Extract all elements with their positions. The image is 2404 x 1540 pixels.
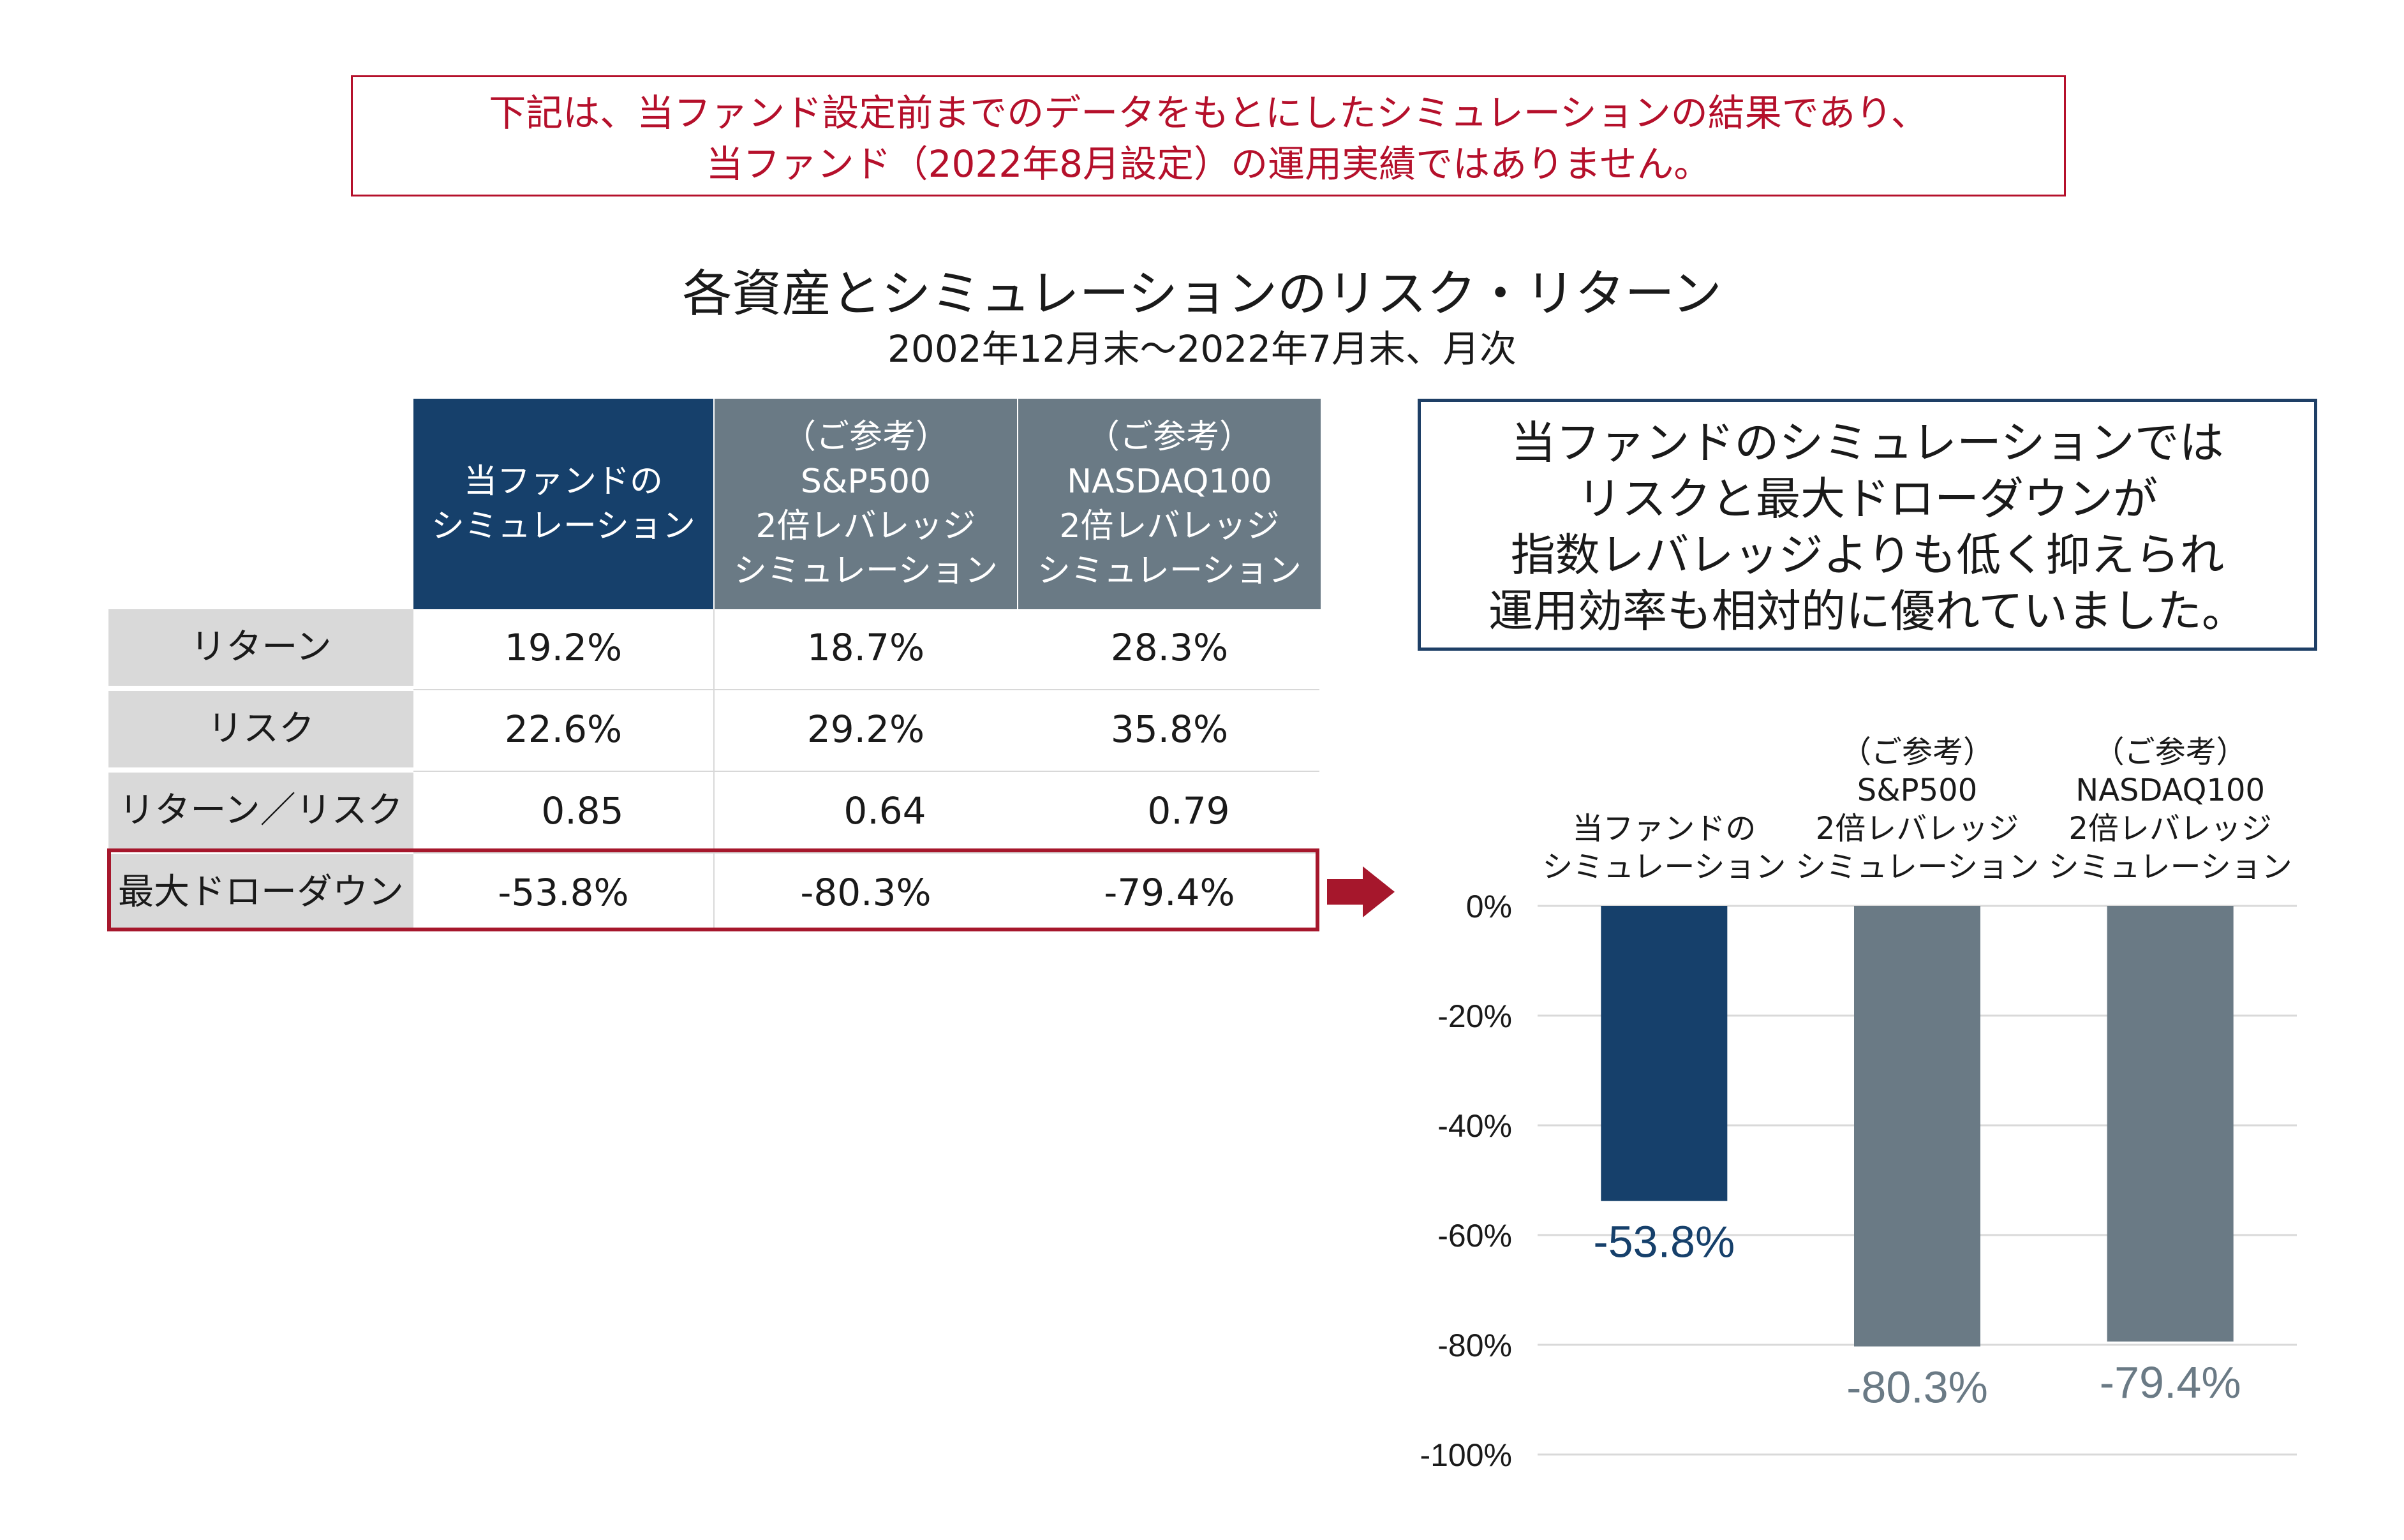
drawdown-highlight-box — [107, 848, 1319, 931]
table-header-fund: 当ファンドの シミュレーション — [413, 399, 713, 609]
bar — [1601, 906, 1728, 1201]
y-tick-label: -20% — [1437, 998, 1512, 1034]
row-label-max-drawdown: 最大ドローダウン — [108, 854, 413, 931]
table-divider — [713, 609, 715, 931]
disclaimer-line-2: 当ファンド（2022年8月設定）の運用実績ではありません。 — [706, 142, 1711, 186]
bar — [2107, 906, 2234, 1342]
category-label: NASDAQ100 — [2075, 773, 2265, 808]
data-label: -53.8% — [1593, 1217, 1735, 1267]
disclaimer-box: 下記は、当ファンド設定前までのデータをもとにしたシミュレーションの結果であり、 … — [351, 75, 2066, 196]
data-label: -79.4% — [2100, 1358, 2241, 1407]
table-divider — [413, 689, 1319, 690]
cell-sp500-drawdown: -80.3% — [800, 871, 931, 914]
cell-nasdaq-return: 28.3% — [1110, 626, 1229, 669]
y-tick-label: 0% — [1466, 889, 1512, 924]
category-label: （ご参考） — [2094, 734, 2247, 770]
callout-line: 当ファンドのシミュレーションでは — [1511, 417, 2224, 469]
y-tick-label: -80% — [1437, 1328, 1512, 1363]
header-line: （ご参考） — [1086, 418, 1252, 456]
arrow-right-icon — [1363, 866, 1395, 917]
category-label: 当ファンドの — [1572, 811, 1756, 847]
header-line: シミュレーション — [431, 507, 695, 545]
row-label-risk: リスク — [108, 691, 413, 767]
header-line: 当ファンドの — [463, 463, 663, 501]
cell-fund-drawdown: -53.8% — [498, 871, 629, 914]
category-label: S&P500 — [1857, 773, 1977, 808]
y-tick-label: -100% — [1420, 1437, 1512, 1473]
row-label-return: リターン — [108, 609, 413, 686]
y-tick-label: -60% — [1437, 1218, 1512, 1254]
cell-nasdaq-ratio: 0.79 — [1147, 789, 1230, 833]
arrow-icon-shaft — [1327, 879, 1365, 905]
cell-fund-ratio: 0.85 — [541, 789, 624, 833]
cell-nasdaq-drawdown: -79.4% — [1104, 871, 1235, 914]
category-label: 2倍レバレッジ — [1816, 811, 2019, 847]
category-label: 2倍レバレッジ — [2068, 811, 2272, 847]
cell-nasdaq-risk: 35.8% — [1110, 707, 1229, 751]
y-tick-label: -40% — [1437, 1108, 1512, 1144]
category-label: シミュレーション — [2049, 849, 2292, 885]
category-label: シミュレーション — [1795, 849, 2039, 885]
header-line: NASDAQ100 — [1067, 463, 1272, 501]
page-title: 各資産とシミュレーションのリスク・リターン — [682, 265, 1722, 323]
disclaimer-line-1: 下記は、当ファンド設定前までのデータをもとにしたシミュレーションの結果であり、 — [489, 91, 1928, 135]
cell-sp500-return: 18.7% — [806, 626, 925, 669]
callout-line: リスクと最大ドローダウンが — [1577, 473, 2158, 525]
data-label: -80.3% — [1846, 1363, 1988, 1412]
header-line: 2倍レバレッジ — [755, 507, 976, 545]
header-line: S&P500 — [800, 463, 931, 501]
page-subtitle: 2002年12月末～2022年7月末、月次 — [887, 327, 1517, 371]
header-line: 2倍レバレッジ — [1059, 507, 1280, 545]
table-divider — [413, 771, 1319, 772]
callout-line: 運用効率も相対的に優れていました。 — [1488, 585, 2246, 637]
table-header-sp500: （ご参考） S&P500 2倍レバレッジ シミュレーション — [715, 399, 1017, 609]
cell-fund-return: 19.2% — [504, 626, 623, 669]
row-label-return-risk: リターン／リスク — [108, 773, 413, 849]
header-line: （ご参考） — [782, 418, 949, 456]
cell-sp500-risk: 29.2% — [806, 707, 925, 751]
header-line: シミュレーション — [1037, 552, 1302, 590]
table-divider — [413, 852, 1319, 854]
cell-sp500-ratio: 0.64 — [843, 789, 926, 833]
callout-box: 当ファンドのシミュレーションでは リスクと最大ドローダウンが 指数レバレッジより… — [1418, 399, 2317, 651]
bar — [1854, 906, 1980, 1347]
cell-fund-risk: 22.6% — [504, 707, 623, 751]
callout-line: 指数レバレッジよりも低く抑えられ — [1510, 529, 2225, 581]
header-line: シミュレーション — [734, 552, 998, 590]
drawdown-bar-chart: 0%-20%-40%-60%-80%-100%-53.8%当ファンドのシミュレー… — [1420, 734, 2297, 1473]
category-label: シミュレーション — [1542, 849, 1786, 885]
category-label: （ご参考） — [1841, 734, 1994, 770]
table-header-nasdaq100: （ご参考） NASDAQ100 2倍レバレッジ シミュレーション — [1018, 399, 1321, 609]
